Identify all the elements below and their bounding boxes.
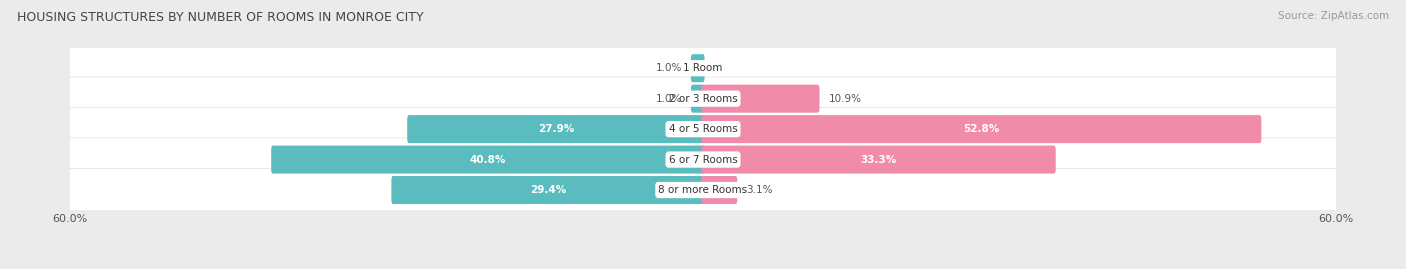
- Text: 52.8%: 52.8%: [963, 124, 1000, 134]
- Text: 1.0%: 1.0%: [655, 63, 682, 73]
- Text: 4 or 5 Rooms: 4 or 5 Rooms: [669, 124, 737, 134]
- FancyBboxPatch shape: [690, 54, 704, 82]
- FancyBboxPatch shape: [702, 176, 737, 204]
- FancyBboxPatch shape: [67, 77, 1339, 120]
- Text: HOUSING STRUCTURES BY NUMBER OF ROOMS IN MONROE CITY: HOUSING STRUCTURES BY NUMBER OF ROOMS IN…: [17, 11, 423, 24]
- FancyBboxPatch shape: [702, 146, 1056, 174]
- Text: 2 or 3 Rooms: 2 or 3 Rooms: [669, 94, 737, 104]
- FancyBboxPatch shape: [67, 108, 1339, 151]
- FancyBboxPatch shape: [271, 146, 704, 174]
- FancyBboxPatch shape: [67, 47, 1339, 90]
- Text: 40.8%: 40.8%: [470, 155, 506, 165]
- Text: 6 or 7 Rooms: 6 or 7 Rooms: [669, 155, 737, 165]
- Text: Source: ZipAtlas.com: Source: ZipAtlas.com: [1278, 11, 1389, 21]
- Text: 3.1%: 3.1%: [747, 185, 773, 195]
- Text: 29.4%: 29.4%: [530, 185, 567, 195]
- Text: 27.9%: 27.9%: [537, 124, 574, 134]
- Text: 8 or more Rooms: 8 or more Rooms: [658, 185, 748, 195]
- FancyBboxPatch shape: [67, 138, 1339, 181]
- Text: 33.3%: 33.3%: [860, 155, 897, 165]
- FancyBboxPatch shape: [408, 115, 704, 143]
- FancyBboxPatch shape: [690, 85, 704, 113]
- FancyBboxPatch shape: [702, 85, 820, 113]
- FancyBboxPatch shape: [702, 115, 1261, 143]
- FancyBboxPatch shape: [67, 168, 1339, 212]
- Text: 1.0%: 1.0%: [655, 94, 682, 104]
- Text: 10.9%: 10.9%: [828, 94, 862, 104]
- FancyBboxPatch shape: [391, 176, 704, 204]
- Text: 1 Room: 1 Room: [683, 63, 723, 73]
